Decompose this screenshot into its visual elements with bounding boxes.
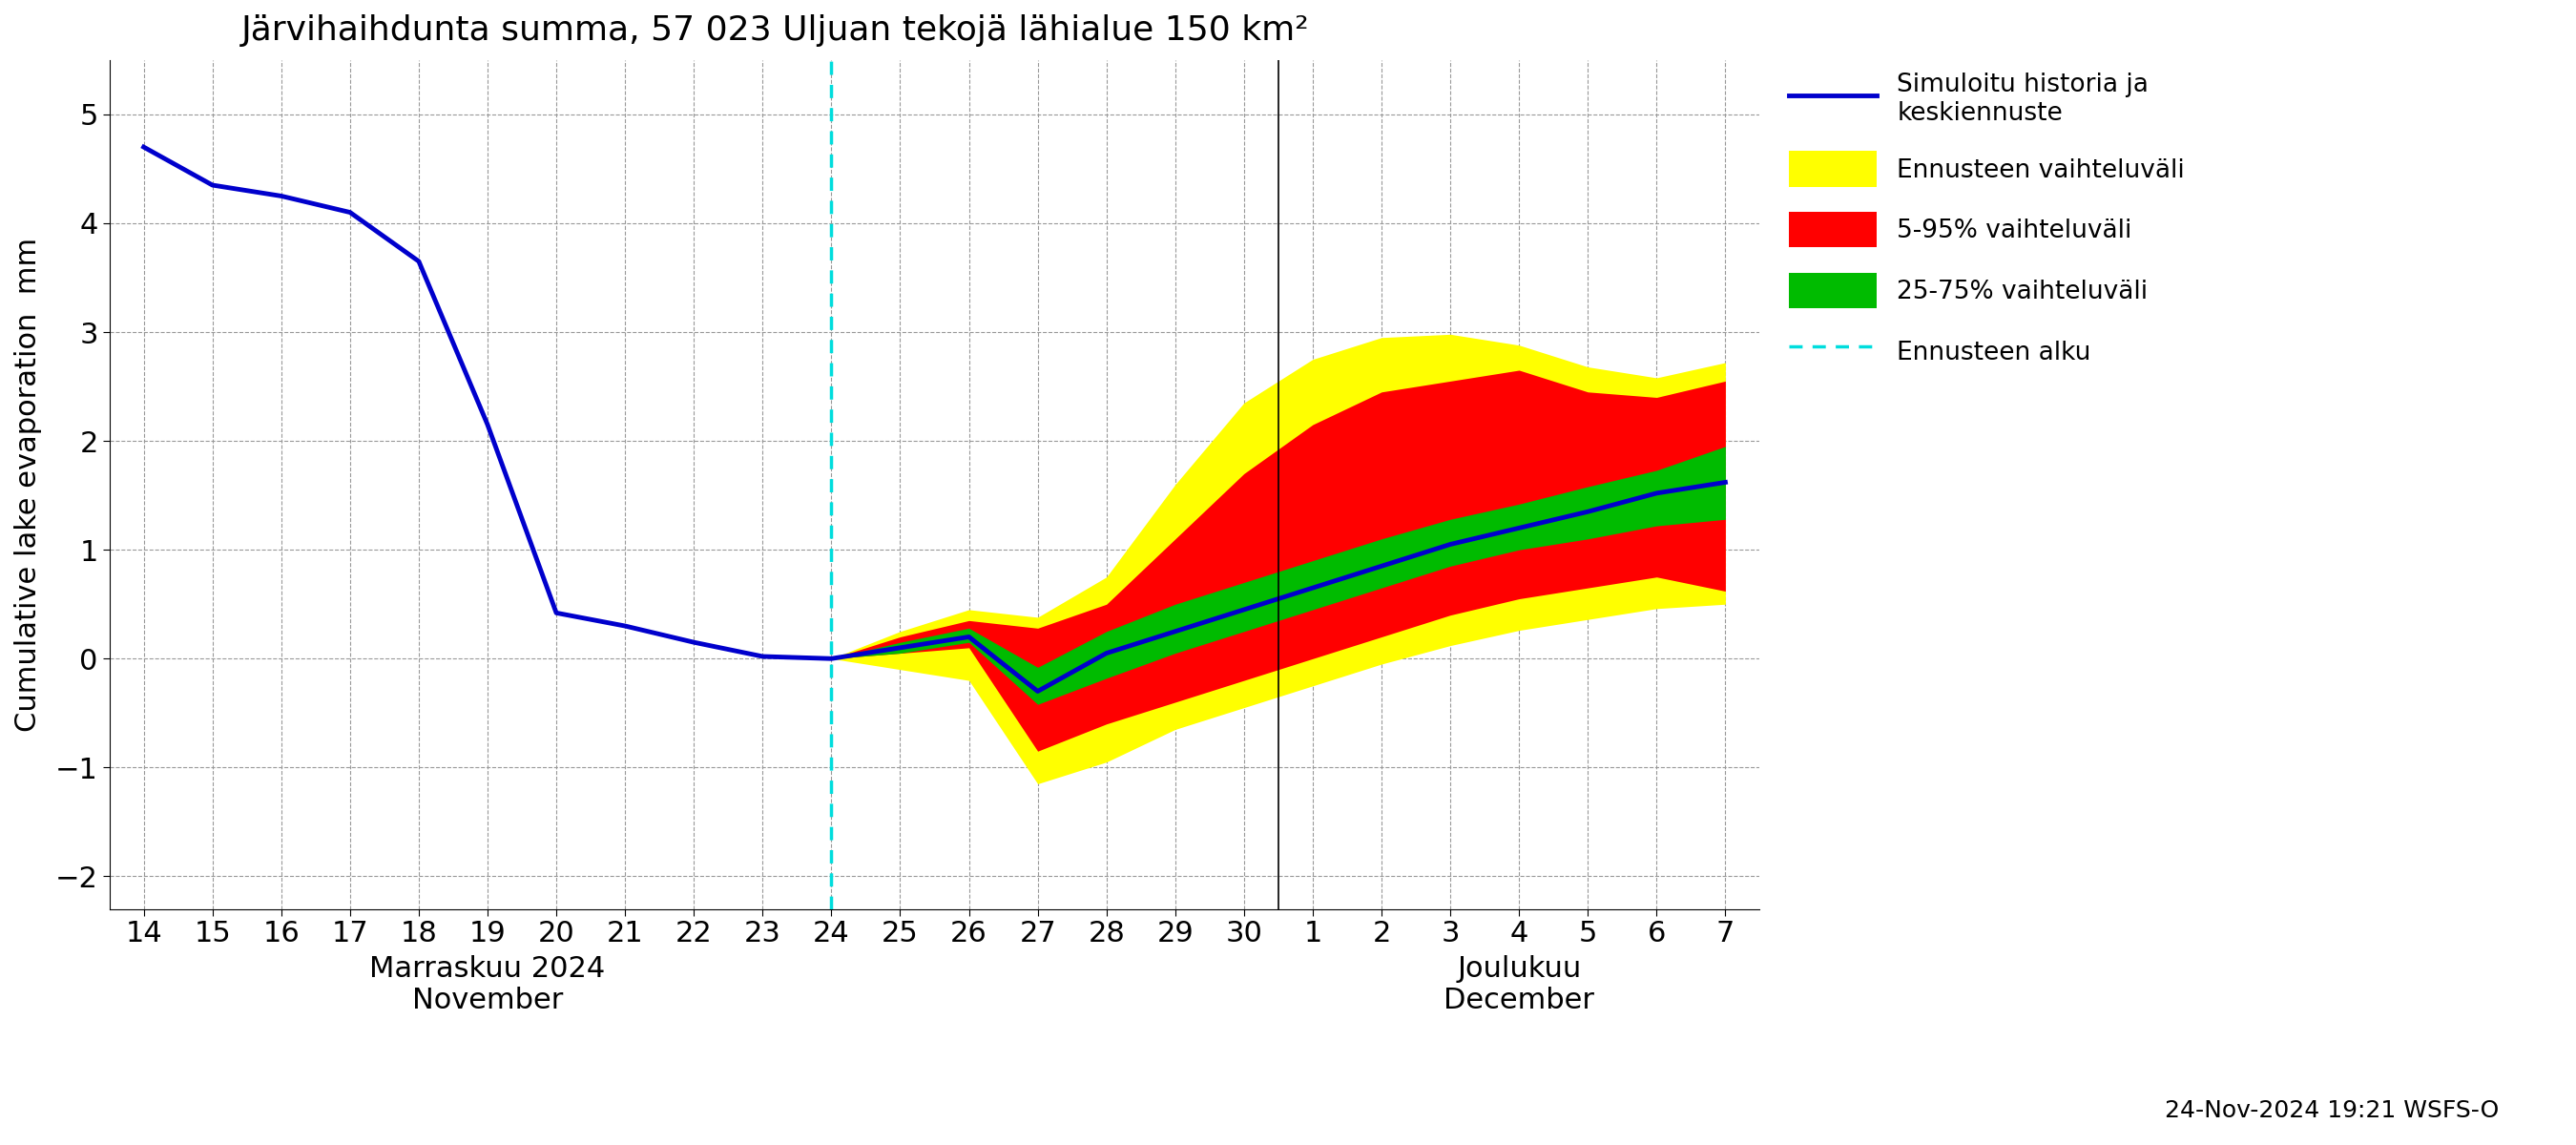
Text: 24-Nov-2024 19:21 WSFS-O: 24-Nov-2024 19:21 WSFS-O [2164,1099,2499,1122]
Text: Järvihaihdunta summa, 57 023 Uljuan tekojä lähialue 150 km²: Järvihaihdunta summa, 57 023 Uljuan teko… [242,14,1309,47]
Text: Marraskuu 2024
November: Marraskuu 2024 November [368,955,605,1014]
Y-axis label: Cumulative lake evaporation  mm: Cumulative lake evaporation mm [15,237,41,732]
Legend: Simuloitu historia ja
keskiennuste, Ennusteen vaihteluväli, 5-95% vaihteluväli, : Simuloitu historia ja keskiennuste, Ennu… [1777,60,2197,381]
Text: Joulukuu
December: Joulukuu December [1443,955,1595,1014]
